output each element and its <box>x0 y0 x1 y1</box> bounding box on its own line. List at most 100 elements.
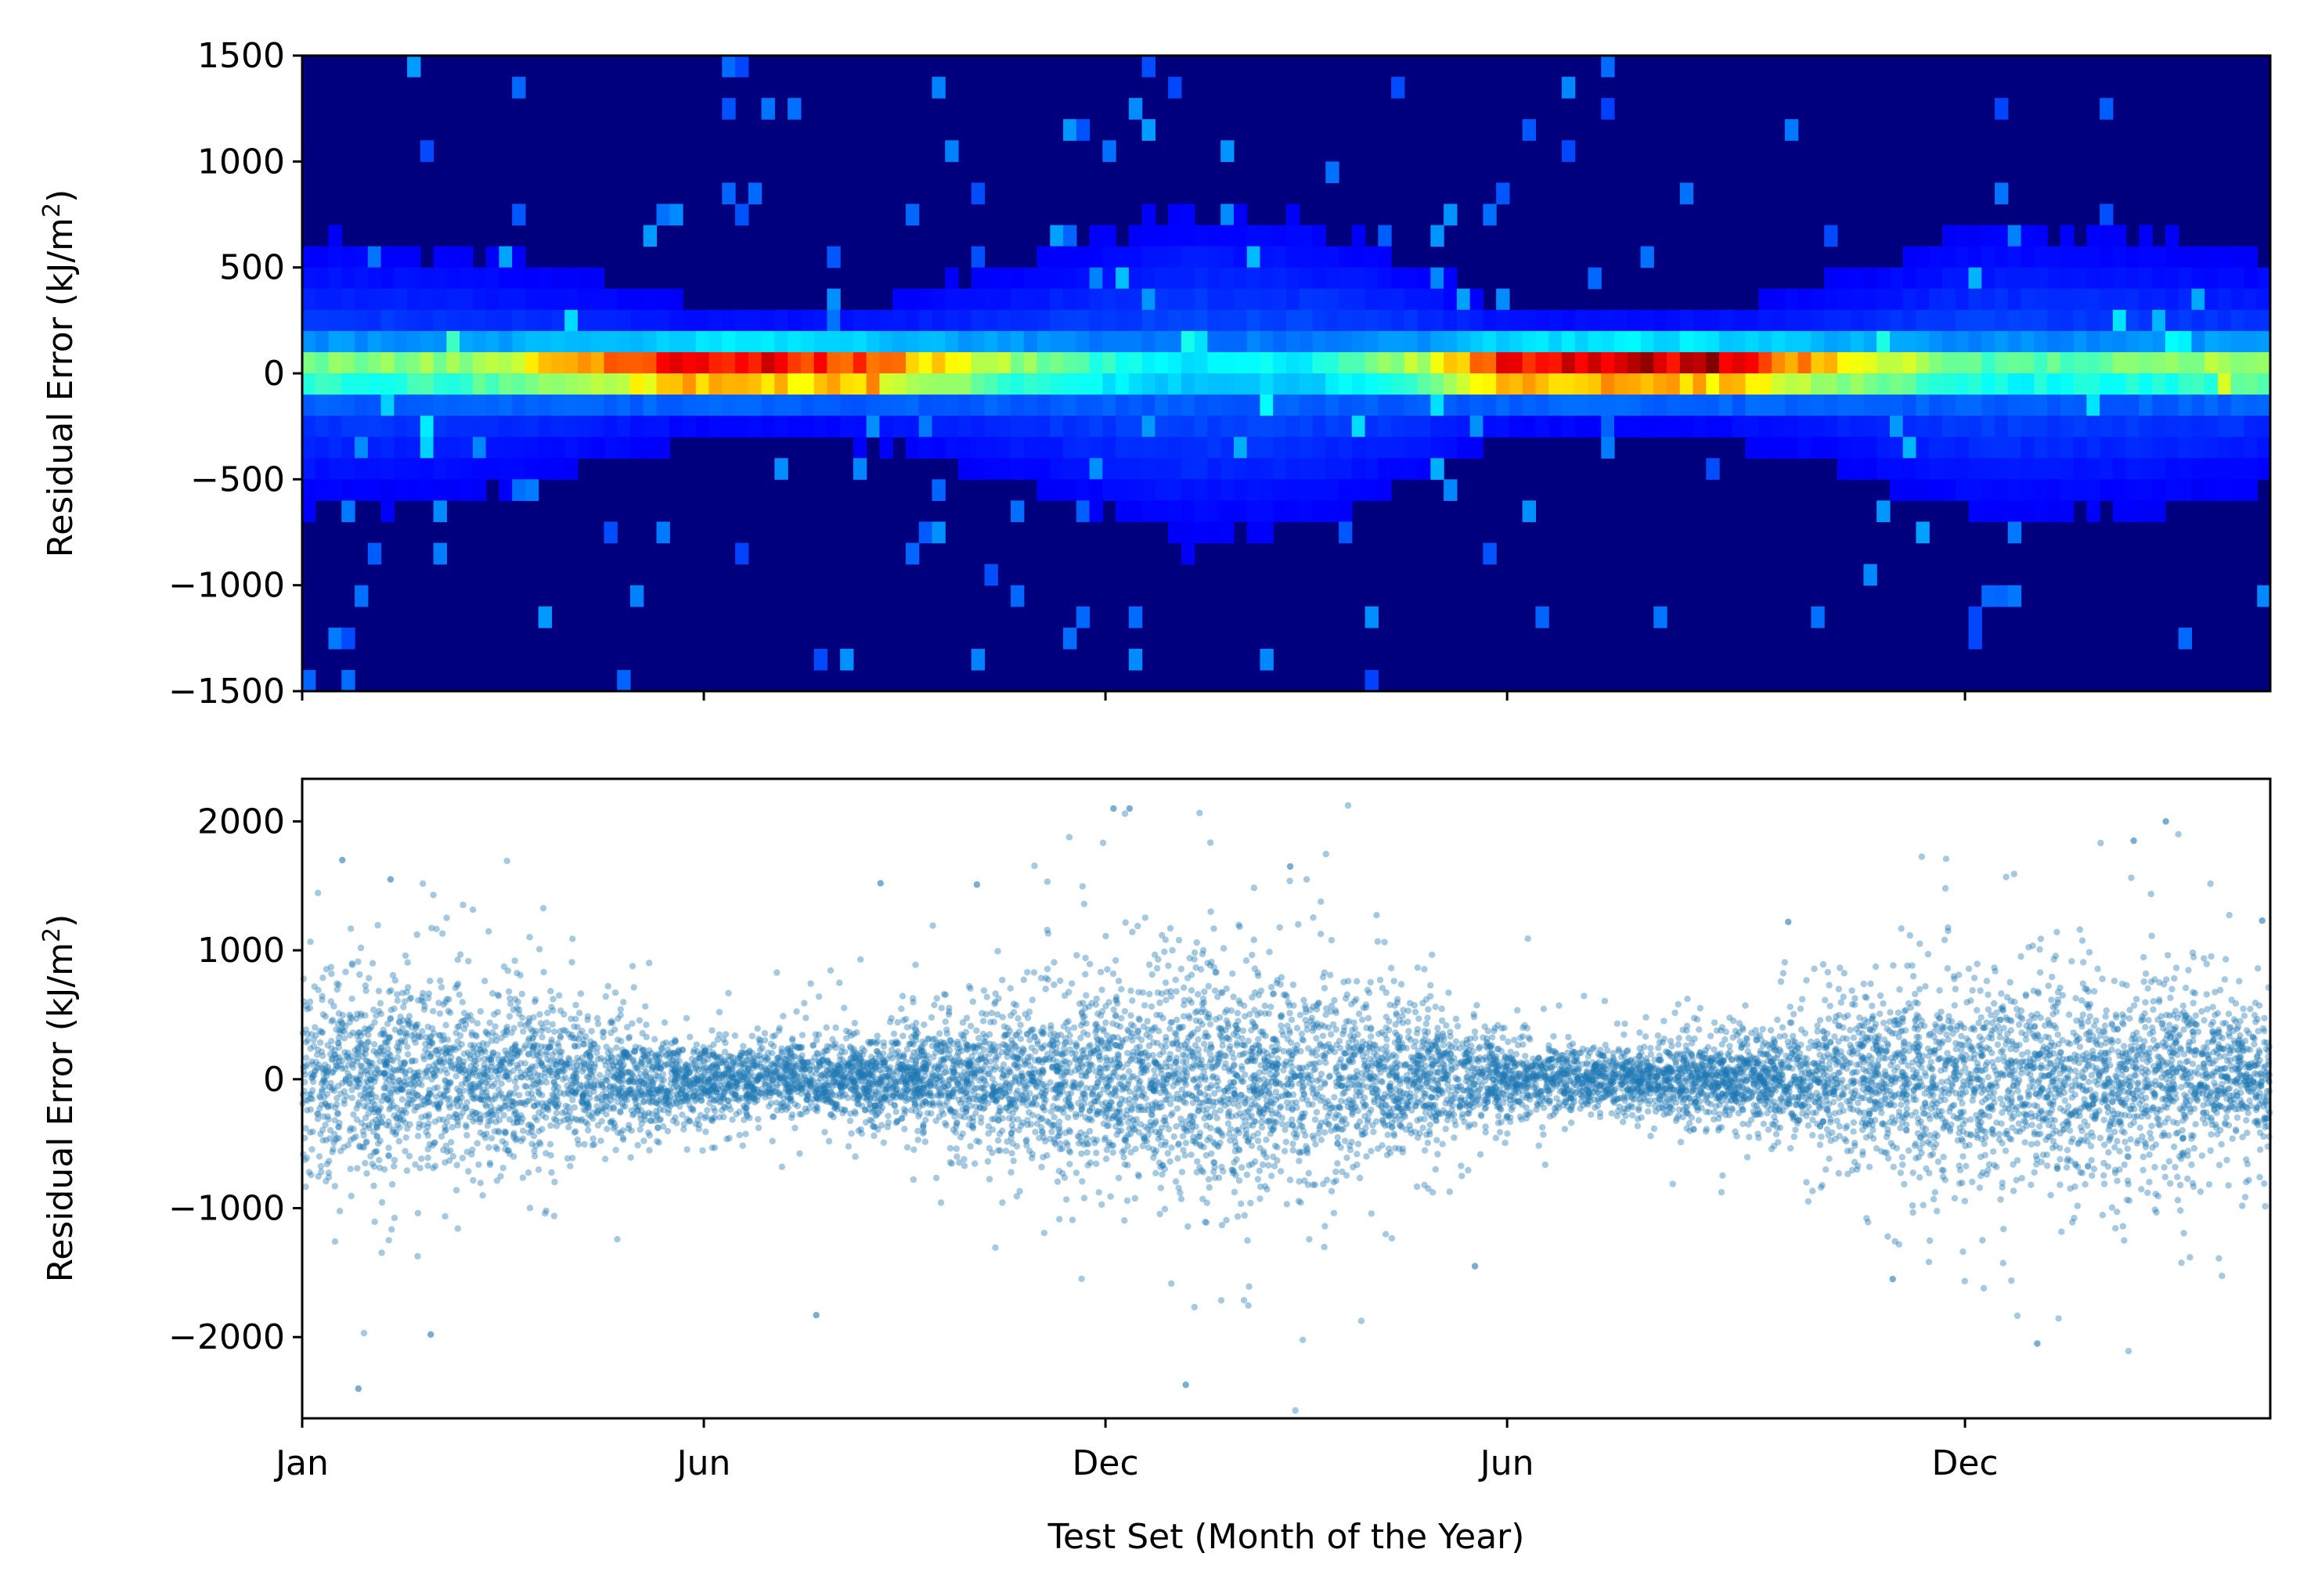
scatter-point <box>492 1023 499 1030</box>
heatmap-cell <box>2152 373 2166 395</box>
scatter-point <box>798 1082 805 1089</box>
scatter-point <box>1801 1060 1808 1067</box>
scatter-point <box>2096 1134 2104 1142</box>
scatter-point <box>1085 1067 1092 1075</box>
scatter-point <box>2183 1081 2190 1089</box>
scatter-point <box>1847 1026 1854 1034</box>
heatmap-cell <box>328 416 342 438</box>
heatmap-cell <box>433 542 447 565</box>
heatmap-cell <box>1325 437 1339 459</box>
heatmap-cell <box>355 351 369 374</box>
heatmap-cell <box>945 140 959 162</box>
heatmap-cell <box>1339 309 1353 332</box>
scatter-point <box>627 1154 634 1162</box>
heatmap-cell <box>341 479 355 501</box>
scatter-point <box>1484 1091 1492 1099</box>
heatmap-cell <box>1168 288 1182 311</box>
scatter-point <box>519 1127 527 1134</box>
heatmap-cell <box>1378 267 1392 290</box>
heatmap-cell <box>1404 437 1419 459</box>
heatmap-cell <box>1260 351 1274 374</box>
heatmap-cell <box>433 458 447 480</box>
heatmap-cell <box>2165 288 2179 311</box>
scatter-point <box>402 952 409 960</box>
scatter-point <box>1677 1138 1685 1146</box>
scatter-point <box>1155 1064 1163 1071</box>
heatmap-cell <box>1128 246 1143 268</box>
scatter-point <box>620 1050 628 1058</box>
heatmap-cell <box>1233 479 1248 501</box>
heatmap-cell <box>2034 373 2048 395</box>
scatter-point <box>390 1078 398 1085</box>
heatmap-cell <box>1023 288 1038 311</box>
scatter-point <box>1326 1101 1334 1108</box>
heatmap-cell <box>1116 351 1130 374</box>
heatmap-cell <box>1444 288 1458 311</box>
scatter-point <box>857 1065 864 1072</box>
scatter-point <box>2237 1018 2244 1025</box>
heatmap-cell <box>866 394 881 416</box>
scatter-point <box>1775 1078 1783 1085</box>
heatmap-cell <box>2007 246 2022 268</box>
scatter-point <box>668 1039 675 1047</box>
heatmap-cell <box>788 416 802 438</box>
heatmap-cell <box>643 309 658 332</box>
scatter-point <box>1927 1030 1934 1038</box>
scatter-point <box>2215 1162 2223 1169</box>
heatmap-cell <box>355 458 369 480</box>
scatter-point <box>1516 1082 1524 1089</box>
scatter-point <box>968 1022 975 1030</box>
scatter-point <box>1674 1050 1681 1057</box>
heatmap-cell <box>1207 246 1221 268</box>
heatmap-cell <box>1168 521 1182 544</box>
heatmap-cell <box>1522 309 1537 332</box>
heatmap-cell <box>1286 437 1300 459</box>
scatter-point <box>669 1056 676 1063</box>
heatmap-cell <box>1601 351 1615 374</box>
scatter-point <box>1939 1025 1946 1033</box>
heatmap-cell <box>1574 394 1589 416</box>
heatmap-cell <box>1942 267 1956 290</box>
scatter-point <box>1930 1073 1937 1080</box>
heatmap-cell <box>380 351 395 374</box>
scatter-point <box>1912 1015 1920 1023</box>
scatter-point <box>1719 1067 1726 1074</box>
heatmap-cell <box>1627 351 1642 374</box>
scatter-point <box>1161 948 1168 956</box>
scatter-point <box>2000 1025 2007 1032</box>
heatmap-cell <box>1837 309 1851 332</box>
heatmap-cell <box>433 373 447 395</box>
heatmap-cell <box>485 394 499 416</box>
scatter-point <box>488 1135 496 1142</box>
scatter-point <box>2225 1043 2232 1050</box>
scatter-point <box>790 1077 798 1085</box>
heatmap-cell <box>958 394 972 416</box>
scatter-point <box>1998 990 2005 997</box>
scatter-point <box>1231 1188 1238 1196</box>
scatter-point <box>1310 1181 1317 1189</box>
scatter-point <box>1219 989 1226 996</box>
heatmap-cell <box>827 246 841 268</box>
heatmap-cell <box>577 267 592 290</box>
scatter-point <box>388 1226 395 1233</box>
scatter-point <box>1160 1075 1168 1083</box>
scatter-point <box>618 1079 625 1086</box>
scatter-point <box>1251 1118 1258 1125</box>
heatmap-cell <box>2034 246 2048 268</box>
scatter-point <box>1902 1007 1909 1014</box>
heatmap-cell <box>2165 225 2179 247</box>
heatmap-cell <box>1627 416 1642 438</box>
heatmap-cell <box>1233 267 1248 290</box>
scatter-point <box>420 999 427 1006</box>
scatter-point <box>460 1061 467 1068</box>
heatmap-cell <box>827 288 841 311</box>
scatter-point <box>1062 1069 1069 1076</box>
scatter-point <box>845 1143 853 1150</box>
heatmap-cell <box>853 309 867 332</box>
heatmap-cell <box>380 246 395 268</box>
heatmap-cell <box>577 330 592 353</box>
heatmap-cell <box>1850 288 1865 311</box>
scatter-point <box>1647 1090 1654 1097</box>
heatmap-cell <box>2021 394 2035 416</box>
scatter-point <box>395 1110 402 1117</box>
